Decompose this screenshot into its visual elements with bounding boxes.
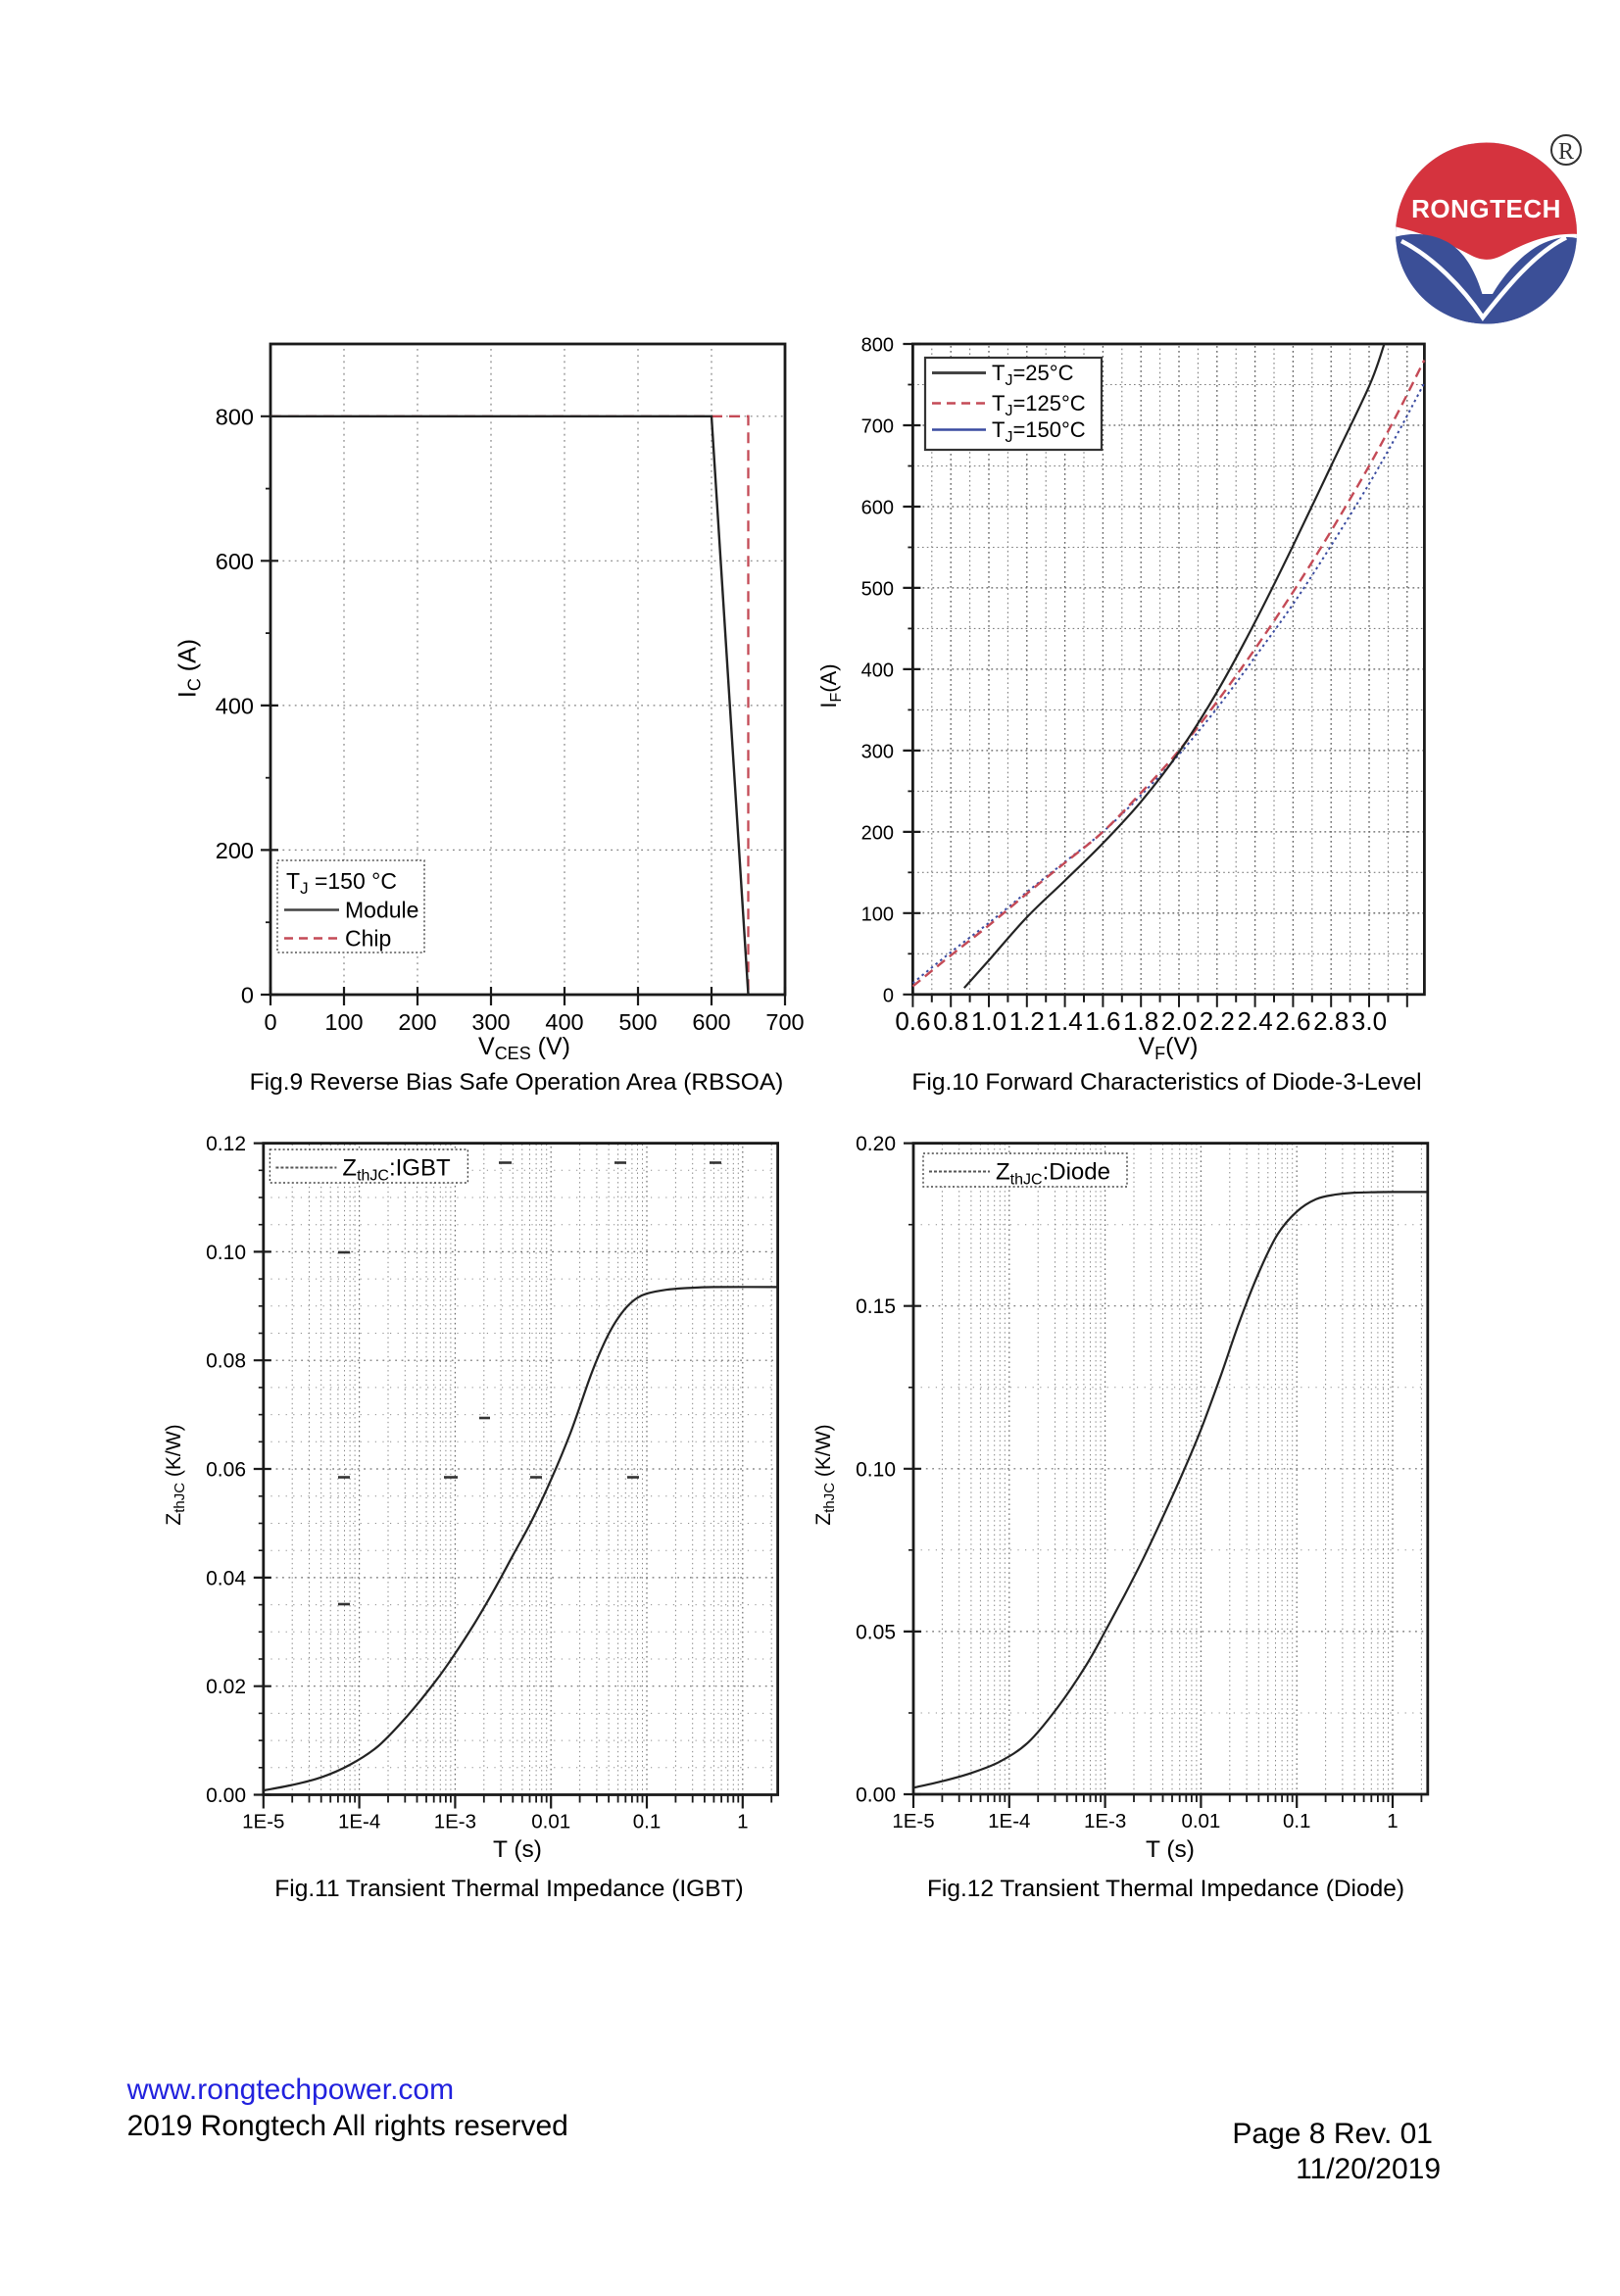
svg-text:500: 500 — [618, 1009, 657, 1035]
svg-text:Fig.10 Forward Characteristics: Fig.10 Forward Characteristics of Diode-… — [911, 1069, 1421, 1096]
svg-text:1E-3: 1E-3 — [1084, 1810, 1126, 1832]
svg-text:0.05: 0.05 — [856, 1621, 896, 1643]
svg-text:1E-4: 1E-4 — [988, 1810, 1030, 1832]
svg-text:0.01: 0.01 — [1181, 1810, 1220, 1832]
svg-text:0: 0 — [883, 985, 894, 1006]
svg-text:1.4: 1.4 — [1048, 1006, 1083, 1036]
svg-text:2.8: 2.8 — [1313, 1006, 1349, 1036]
svg-text:Fig.11 Transient Thermal Imped: Fig.11 Transient Thermal Impedance (IGBT… — [274, 1876, 743, 1902]
svg-text:1.6: 1.6 — [1085, 1006, 1120, 1036]
svg-text:2.4: 2.4 — [1238, 1006, 1273, 1036]
svg-text:600: 600 — [216, 549, 254, 574]
svg-text:1.2: 1.2 — [1009, 1006, 1045, 1036]
svg-text:300: 300 — [471, 1009, 510, 1035]
svg-text:100: 100 — [324, 1009, 363, 1035]
svg-text:www.rongtechpower.com: www.rongtechpower.com — [126, 2074, 455, 2106]
svg-text:1.8: 1.8 — [1123, 1006, 1158, 1036]
svg-text:1: 1 — [737, 1811, 748, 1833]
svg-text:IF(A): IF(A) — [816, 663, 845, 708]
svg-text:Fig.9 Reverse Bias Safe Operat: Fig.9 Reverse Bias Safe Operation Area (… — [250, 1069, 784, 1096]
svg-text:200: 200 — [861, 822, 894, 844]
svg-text:0.20: 0.20 — [856, 1133, 896, 1155]
svg-text:800: 800 — [861, 335, 894, 357]
svg-text:2.6: 2.6 — [1275, 1006, 1310, 1036]
svg-text:TJ=25°C: TJ=25°C — [992, 361, 1074, 389]
svg-text:400: 400 — [861, 659, 894, 681]
svg-text:0.04: 0.04 — [206, 1567, 246, 1589]
svg-text:0.6: 0.6 — [895, 1006, 930, 1036]
svg-text:400: 400 — [545, 1009, 583, 1035]
svg-text:T (s): T (s) — [1146, 1836, 1195, 1863]
svg-text:0: 0 — [241, 983, 254, 1008]
svg-text:2.0: 2.0 — [1161, 1006, 1197, 1036]
svg-text:0.12: 0.12 — [206, 1133, 246, 1155]
svg-text:100: 100 — [861, 904, 894, 925]
svg-text:Chip: Chip — [345, 926, 391, 952]
svg-text:0.10: 0.10 — [856, 1458, 896, 1481]
svg-text:TJ=125°C: TJ=125°C — [992, 391, 1086, 419]
svg-text:700: 700 — [765, 1009, 804, 1035]
svg-text:0.01: 0.01 — [531, 1811, 570, 1833]
svg-text:800: 800 — [216, 404, 254, 429]
svg-text:0.1: 0.1 — [1283, 1810, 1311, 1832]
svg-text:RONGTECH: RONGTECH — [1411, 194, 1561, 223]
svg-text:600: 600 — [861, 498, 894, 519]
svg-text:0.15: 0.15 — [856, 1295, 896, 1318]
svg-text:1E-5: 1E-5 — [242, 1811, 284, 1833]
svg-text:2019 Rongtech All rights reser: 2019 Rongtech All rights reserved — [127, 2110, 568, 2142]
svg-text:1E-4: 1E-4 — [338, 1811, 380, 1833]
svg-text:11/20/2019: 11/20/2019 — [1296, 2153, 1441, 2185]
svg-text:600: 600 — [692, 1009, 730, 1035]
svg-text:Fig.12 Transient Thermal Imped: Fig.12 Transient Thermal Impedance (Diod… — [927, 1876, 1404, 1902]
svg-text:700: 700 — [861, 416, 894, 438]
svg-text:0.10: 0.10 — [206, 1242, 246, 1264]
svg-text:0.00: 0.00 — [206, 1784, 246, 1807]
svg-text:1.0: 1.0 — [971, 1006, 1006, 1036]
svg-text:0.8: 0.8 — [933, 1006, 968, 1036]
svg-text:0.08: 0.08 — [206, 1350, 246, 1373]
svg-text:VF(V): VF(V) — [1138, 1033, 1198, 1063]
svg-text:300: 300 — [861, 741, 894, 762]
svg-text:2.2: 2.2 — [1200, 1006, 1235, 1036]
svg-text:200: 200 — [398, 1009, 436, 1035]
svg-text:ZthJC (K/W): ZthJC (K/W) — [163, 1424, 188, 1525]
svg-text:3.0: 3.0 — [1351, 1006, 1387, 1036]
svg-text:1: 1 — [1387, 1810, 1398, 1832]
svg-text:Module: Module — [345, 898, 418, 923]
svg-text:0: 0 — [264, 1009, 276, 1035]
svg-text:0.06: 0.06 — [206, 1459, 246, 1482]
svg-text:R: R — [1558, 139, 1574, 165]
svg-text:1E-3: 1E-3 — [434, 1811, 476, 1833]
svg-text:T (s): T (s) — [493, 1836, 542, 1863]
svg-text:200: 200 — [216, 838, 254, 863]
svg-text:1E-5: 1E-5 — [892, 1810, 934, 1832]
svg-text:400: 400 — [216, 693, 254, 718]
svg-text:0.02: 0.02 — [206, 1676, 246, 1698]
svg-text:Page 8 Rev. 01: Page 8 Rev. 01 — [1232, 2118, 1433, 2150]
svg-text:0.1: 0.1 — [633, 1811, 662, 1833]
svg-text:0.00: 0.00 — [856, 1784, 896, 1807]
svg-text:500: 500 — [861, 578, 894, 600]
